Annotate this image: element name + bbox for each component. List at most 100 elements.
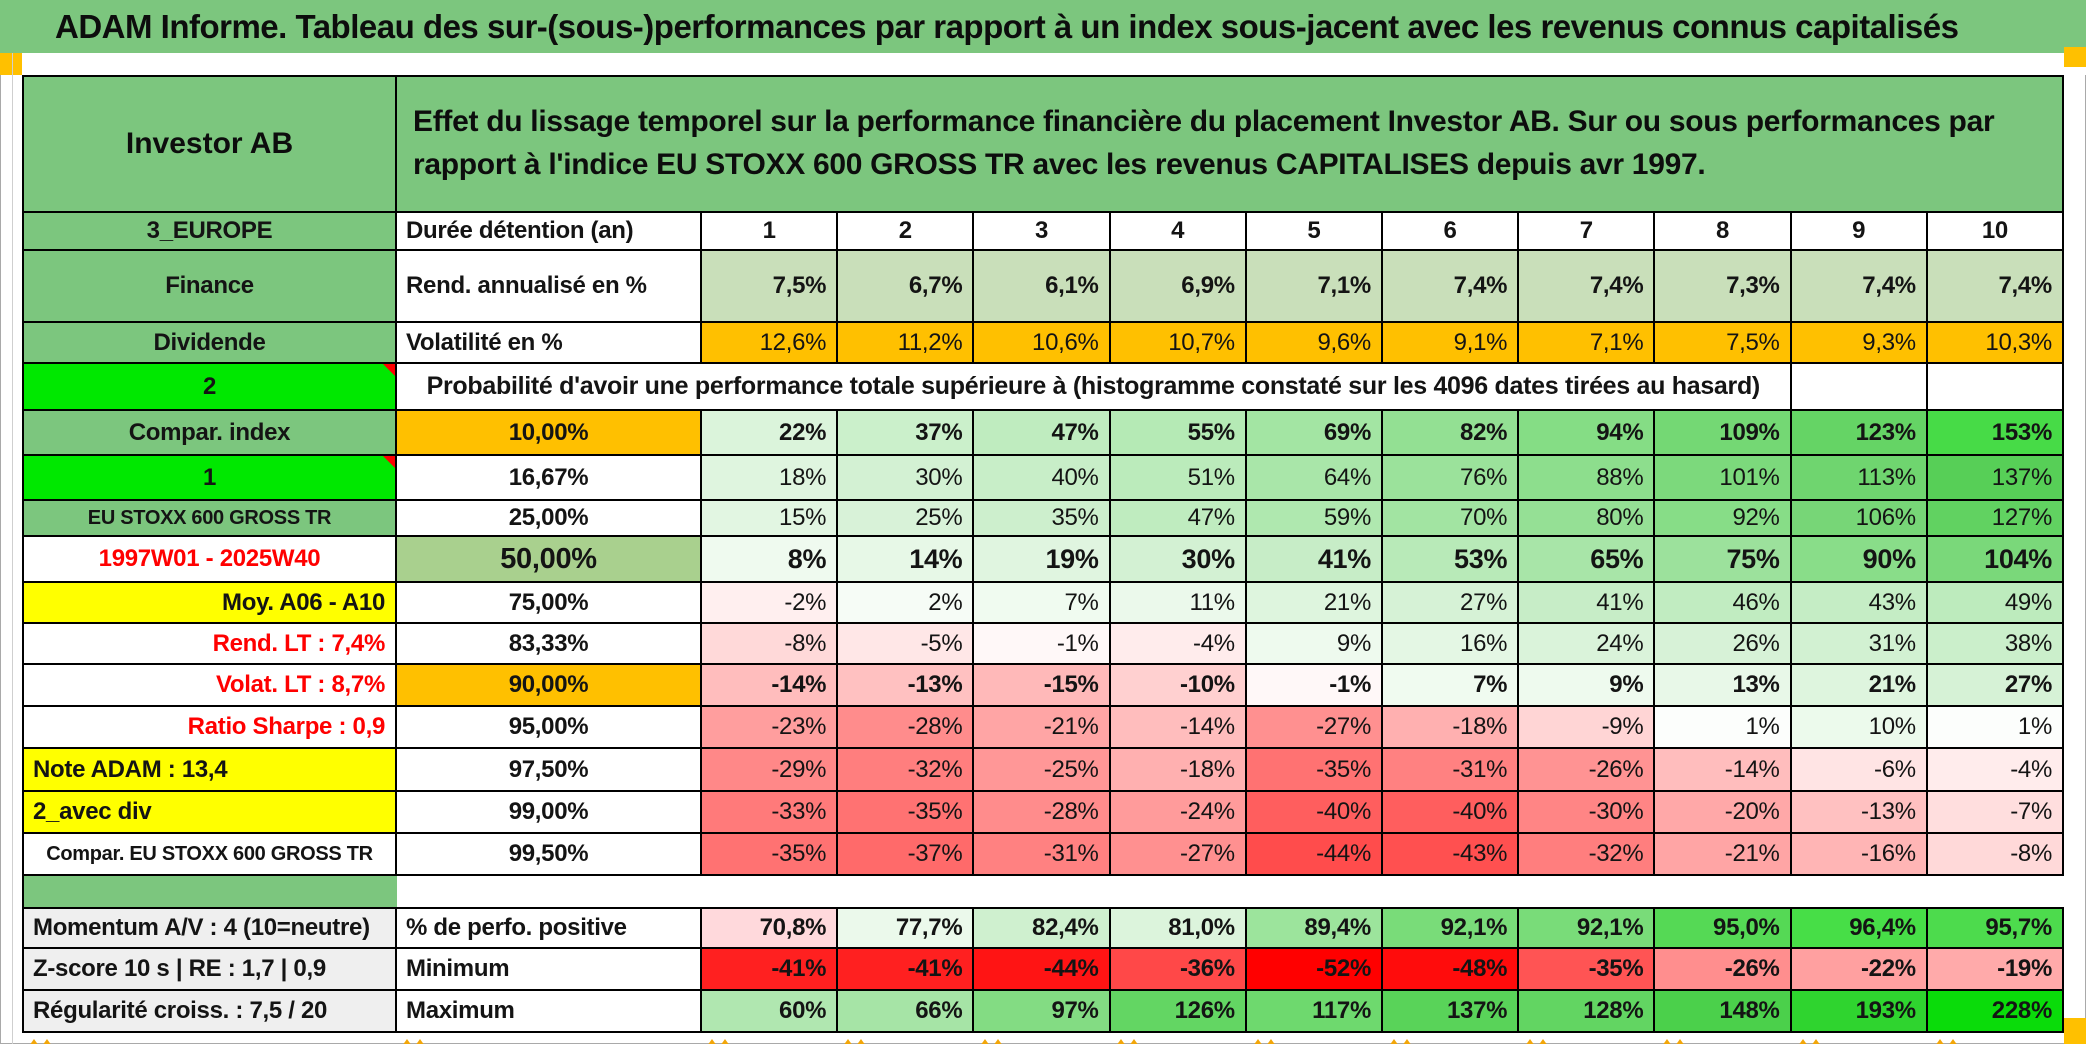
data-cell[interactable]: 109% [1655,411,1792,456]
data-cell[interactable]: 38% [1927,624,2064,665]
data-cell[interactable]: 95,7% [1927,907,2064,949]
quantile-cell[interactable]: 83,33% [397,624,702,665]
data-cell[interactable]: 6 [1382,213,1520,251]
data-cell[interactable]: 137% [1382,991,1520,1033]
data-cell[interactable]: 77,7% [838,907,975,949]
data-cell[interactable]: 10,3% [1927,323,2064,364]
data-cell[interactable]: 22% [702,411,839,456]
data-cell[interactable]: 11% [1110,583,1247,624]
quantile-cell[interactable]: 90,00% [397,665,702,707]
data-cell[interactable]: 82,4% [974,907,1111,949]
data-cell[interactable]: 21% [1791,665,1928,707]
data-cell[interactable]: 66% [838,991,975,1033]
data-cell[interactable]: 15% [702,501,839,537]
data-cell[interactable]: 64% [1246,456,1383,501]
probability-caption-cell[interactable]: Probabilité d'avoir une performance tota… [397,364,1792,411]
data-cell[interactable]: -1% [1246,665,1383,707]
quantile-cell[interactable]: 75,00% [397,583,702,624]
data-cell[interactable]: 9,6% [1246,323,1383,364]
data-cell[interactable]: 8 [1655,213,1792,251]
data-cell[interactable]: 9 [1791,213,1928,251]
data-cell[interactable]: 193% [1791,991,1928,1033]
data-cell[interactable]: -35% [838,792,975,834]
data-cell[interactable]: 75% [1655,537,1792,583]
data-cell[interactable]: 88% [1519,456,1656,501]
data-cell[interactable]: 59% [1246,501,1383,537]
row-label-cell[interactable]: Z-score 10 s | RE : 1,7 | 0,9 [24,949,397,991]
data-cell[interactable]: -22% [1791,949,1928,991]
data-cell[interactable]: 24% [1519,624,1656,665]
data-cell[interactable]: -14% [1110,707,1247,749]
data-cell[interactable]: -37% [838,834,975,876]
data-cell[interactable]: 7,4% [1382,251,1520,323]
data-cell[interactable]: 47% [1110,501,1247,537]
data-cell[interactable]: -9% [1519,707,1656,749]
data-cell[interactable] [1110,876,1247,907]
row-label-cell[interactable]: EU STOXX 600 GROSS TR [24,501,397,537]
report-description-cell[interactable]: Effet du lissage temporel sur la perform… [413,105,1995,181]
data-cell[interactable]: 6,9% [1110,251,1247,323]
data-cell[interactable]: 14% [838,537,975,583]
data-cell[interactable] [702,876,839,907]
data-cell[interactable]: 30% [1110,537,1247,583]
data-cell[interactable] [974,876,1111,907]
row-label-cell[interactable]: Régularité croiss. : 7,5 / 20 [24,991,397,1033]
data-cell[interactable]: 10 [1927,213,2064,251]
data-cell[interactable]: 11,2% [838,323,975,364]
data-cell[interactable]: 96,4% [1791,907,1928,949]
data-cell[interactable]: 37% [838,411,975,456]
data-cell[interactable]: -20% [1655,792,1792,834]
data-cell[interactable]: -18% [1110,749,1247,792]
row-header-cell[interactable]: Rend. annualisé en % [397,251,702,323]
data-cell[interactable]: 7,3% [1655,251,1792,323]
data-cell[interactable]: 126% [1110,991,1247,1033]
data-cell[interactable]: 128% [1519,991,1656,1033]
row-label-cell[interactable]: Finance [24,251,397,323]
data-cell[interactable]: 5 [1246,213,1383,251]
data-cell[interactable]: 18% [702,456,839,501]
data-cell[interactable] [1791,364,1928,411]
data-cell[interactable]: -13% [838,665,975,707]
data-cell[interactable]: 80% [1519,501,1656,537]
data-cell[interactable]: -27% [1110,834,1247,876]
data-cell[interactable]: -23% [702,707,839,749]
data-cell[interactable]: 35% [974,501,1111,537]
data-cell[interactable]: 81,0% [1110,907,1247,949]
data-cell[interactable]: 49% [1927,583,2064,624]
data-cell[interactable]: 43% [1791,583,1928,624]
data-cell[interactable]: -44% [974,949,1111,991]
data-cell[interactable]: 46% [1655,583,1792,624]
data-cell[interactable]: 51% [1110,456,1247,501]
row-label-cell[interactable]: Ratio Sharpe : 0,9 [24,707,397,749]
row-header-cell[interactable]: % de perfo. positive [397,907,702,949]
data-cell[interactable]: -35% [1519,949,1656,991]
data-cell[interactable]: 10,7% [1110,323,1247,364]
data-cell[interactable]: 26% [1655,624,1792,665]
data-cell[interactable]: 7,5% [1655,323,1792,364]
row-label-cell[interactable]: Compar. EU STOXX 600 GROSS TR [24,834,397,876]
data-cell[interactable]: 1% [1655,707,1792,749]
data-cell[interactable]: 95,0% [1655,907,1792,949]
data-cell[interactable]: -29% [702,749,839,792]
data-cell[interactable] [1246,876,1383,907]
quantile-cell[interactable]: 99,00% [397,792,702,834]
data-cell[interactable]: -24% [1110,792,1247,834]
data-cell[interactable]: 101% [1655,456,1792,501]
data-cell[interactable]: 106% [1791,501,1928,537]
row-label-cell[interactable]: 2_avec div [24,792,397,834]
data-cell[interactable]: 9,1% [1382,323,1520,364]
row-label-cell[interactable]: Dividende [24,323,397,364]
data-cell[interactable]: 228% [1927,991,2064,1033]
row-label-cell[interactable]: 3_EUROPE [24,213,397,251]
data-cell[interactable]: 76% [1382,456,1520,501]
data-cell[interactable]: -31% [974,834,1111,876]
data-cell[interactable]: -40% [1382,792,1520,834]
data-cell[interactable]: 69% [1246,411,1383,456]
data-cell[interactable]: -27% [1246,707,1383,749]
data-cell[interactable]: 25% [838,501,975,537]
data-cell[interactable]: 7,4% [1519,251,1656,323]
data-cell[interactable] [838,876,975,907]
data-cell[interactable]: 6,7% [838,251,975,323]
quantile-cell[interactable]: 95,00% [397,707,702,749]
data-cell[interactable]: 148% [1655,991,1792,1033]
